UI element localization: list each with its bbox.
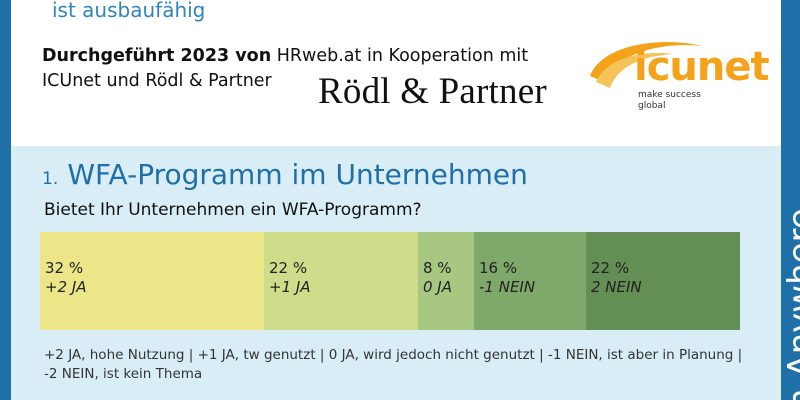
credit-rest: HRweb.at in Kooperation mit ICUnet und R… [42, 46, 529, 91]
survey-question: Bietet Ihr Unternehmen ein WFA-Programm? [44, 200, 422, 220]
icunet-swoosh-icon [590, 41, 702, 88]
segment-category-label: -1 NEIN [479, 278, 535, 296]
section-heading: 1. WFA-Programm im Unternehmen [42, 158, 528, 191]
header-area [11, 0, 781, 140]
bar-segment [418, 232, 474, 330]
logo-tagline: make success global [638, 90, 701, 112]
segment-value-label: 8 % [423, 259, 452, 277]
chart-legend: +2 JA, hohe Nutzung | +1 JA, tw genutzt … [44, 347, 743, 382]
segment-value-label: 22 % [591, 259, 629, 277]
bar-segment [264, 232, 418, 330]
bar-segment [586, 232, 740, 330]
segment-category-label: 2 NEIN [591, 278, 642, 296]
survey-credit: Durchgeführt 2023 von HRweb.at in Kooper… [42, 44, 562, 94]
logo-tagline-line2: global [638, 101, 666, 111]
icunet-logo: icunet make success global [582, 36, 772, 126]
left-frame-bar [0, 0, 11, 400]
roedl-partner-wordmark: Rödl & Partner [318, 71, 547, 112]
segment-value-label: 16 % [479, 259, 517, 277]
section-number: 1. [42, 169, 59, 189]
segment-value-label: 22 % [269, 259, 307, 277]
segment-category-label: 0 JA [423, 278, 452, 296]
logo-tagline-line1: make success [638, 90, 701, 100]
segment-category-label: +2 JA [45, 278, 87, 296]
bar-segment [40, 232, 264, 330]
segment-value-label: 32 % [45, 259, 83, 277]
bar-segment [474, 232, 586, 330]
side-vertical-text: n Anywhere [781, 160, 800, 400]
section-title: WFA-Programm im Unternehmen [67, 158, 528, 191]
side-word-text: n Anywhere [781, 208, 800, 400]
top-subtitle: ist ausbaufähig [52, 0, 206, 22]
segment-category-label: +1 JA [269, 278, 311, 296]
logo-wordmark: icunet [634, 44, 770, 90]
right-frame-bar [781, 0, 800, 400]
credit-lead: Durchgeführt 2023 von [42, 46, 272, 66]
